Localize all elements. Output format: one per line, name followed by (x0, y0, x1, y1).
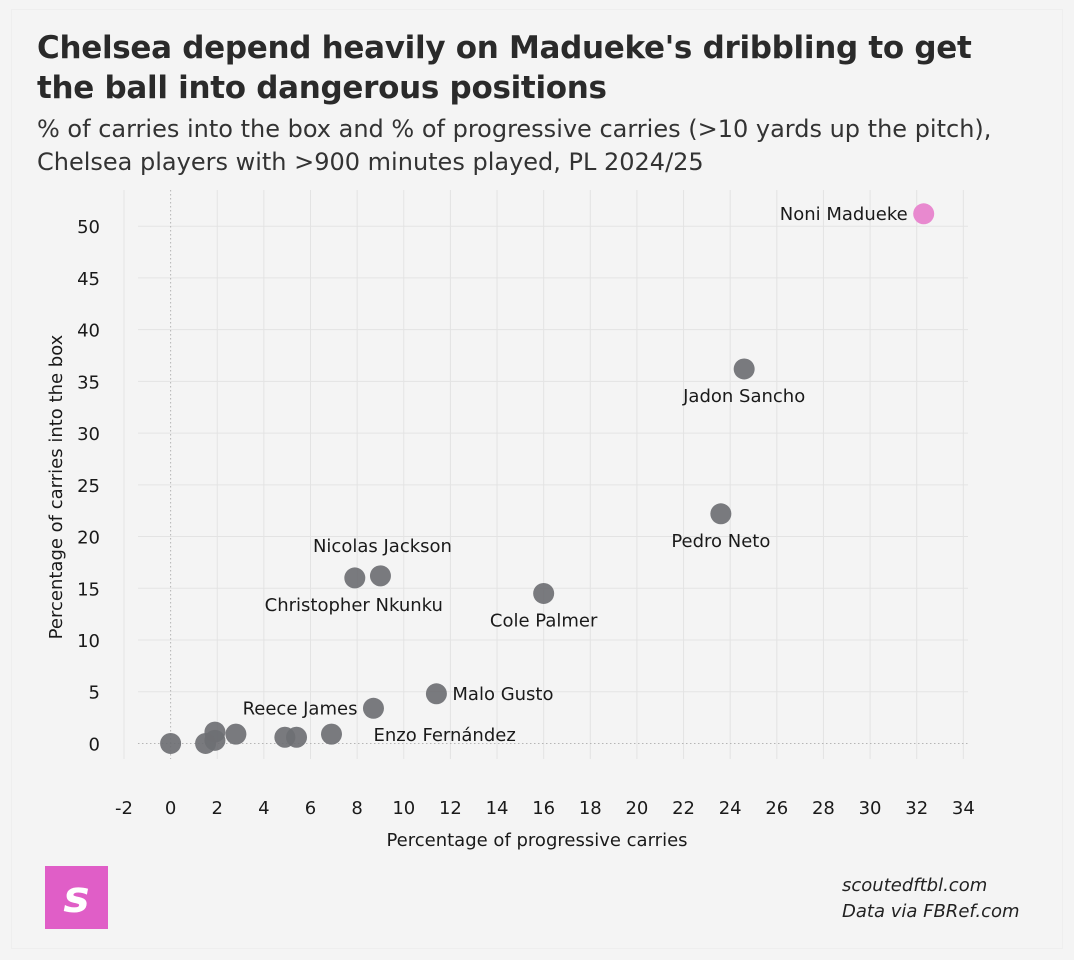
data-points (160, 203, 935, 754)
x-tick-label: 2 (212, 798, 223, 819)
y-tick-label: 50 (77, 217, 100, 238)
data-point (225, 723, 247, 745)
x-tick-label: 20 (625, 798, 648, 819)
y-tick-label: 0 (89, 734, 100, 755)
point-labels: Noni Madueke Jadon Sancho Pedro Neto Cole P… (243, 204, 908, 746)
y-tick-label: 30 (77, 424, 100, 445)
y-tick-label: 20 (77, 528, 100, 549)
x-tick-label: 34 (952, 798, 975, 819)
y-tick-label: 40 (77, 321, 100, 342)
x-axis-title: Percentage of progressive carries (386, 830, 687, 851)
point-label: Jadon Sancho (682, 386, 805, 407)
x-tick-label: 8 (351, 798, 362, 819)
data-source-credit: Data via FBRef.com (842, 901, 1020, 922)
y-tick-label: 10 (77, 631, 100, 652)
data-point (274, 726, 296, 748)
x-tick-label: 14 (486, 798, 509, 819)
point-label: Reece James (243, 698, 358, 719)
highlight-point (913, 203, 935, 225)
data-point (160, 732, 182, 754)
chart-title: Chelsea depend heavily on Madueke's drib… (37, 30, 972, 106)
point-label: Malo Gusto (452, 684, 553, 705)
x-tick-label: 18 (579, 798, 602, 819)
chart-subtitle: % of carries into the box and % of progr… (37, 115, 992, 176)
x-tick-label: 24 (719, 798, 742, 819)
data-point (195, 732, 217, 754)
x-tick-label: 10 (392, 798, 415, 819)
x-tick-label: 12 (439, 798, 462, 819)
data-point (344, 567, 366, 589)
point-label: Cole Palmer (490, 610, 598, 631)
y-tick-label: 35 (77, 372, 100, 393)
x-tick-label: -2 (115, 798, 133, 819)
y-tick-label: 25 (77, 476, 100, 497)
axes: -2 0 2 4 6 8 10 12 14 16 18 20 22 24 26 28 30 32 340510152… (46, 190, 975, 851)
x-tick-label: 6 (305, 798, 316, 819)
x-tick-label: 32 (905, 798, 928, 819)
y-axis-title: Percentage of carries into the box (46, 334, 67, 639)
x-tick-label: 16 (532, 798, 555, 819)
x-tick-label: 0 (165, 798, 176, 819)
brand-logo: s (45, 866, 108, 929)
data-point (710, 503, 732, 525)
grid-lines (123, 190, 968, 759)
x-tick-label: 4 (258, 798, 269, 819)
point-label: Enzo Fernández (373, 725, 515, 746)
x-tick-label: 26 (765, 798, 788, 819)
y-tick-label: 15 (77, 579, 100, 600)
data-point (425, 683, 447, 705)
point-label: Noni Madueke (780, 204, 908, 225)
chart-card (12, 10, 1062, 948)
x-tick-label: 28 (812, 798, 835, 819)
x-tick-label: 22 (672, 798, 695, 819)
y-tick-label: 5 (89, 683, 100, 704)
data-point (369, 565, 391, 587)
site-credit: scoutedftbl.com (842, 875, 988, 896)
brand-logo-letter: s (63, 872, 90, 923)
y-tick-label: 45 (77, 269, 100, 290)
data-point (320, 723, 342, 745)
data-point (533, 582, 555, 604)
x-tick-label: 30 (859, 798, 882, 819)
point-label: Nicolas Jackson (313, 536, 452, 557)
point-label: Christopher Nkunku (265, 595, 443, 616)
data-point (362, 697, 384, 719)
data-point (733, 358, 755, 380)
point-label: Pedro Neto (671, 531, 770, 552)
